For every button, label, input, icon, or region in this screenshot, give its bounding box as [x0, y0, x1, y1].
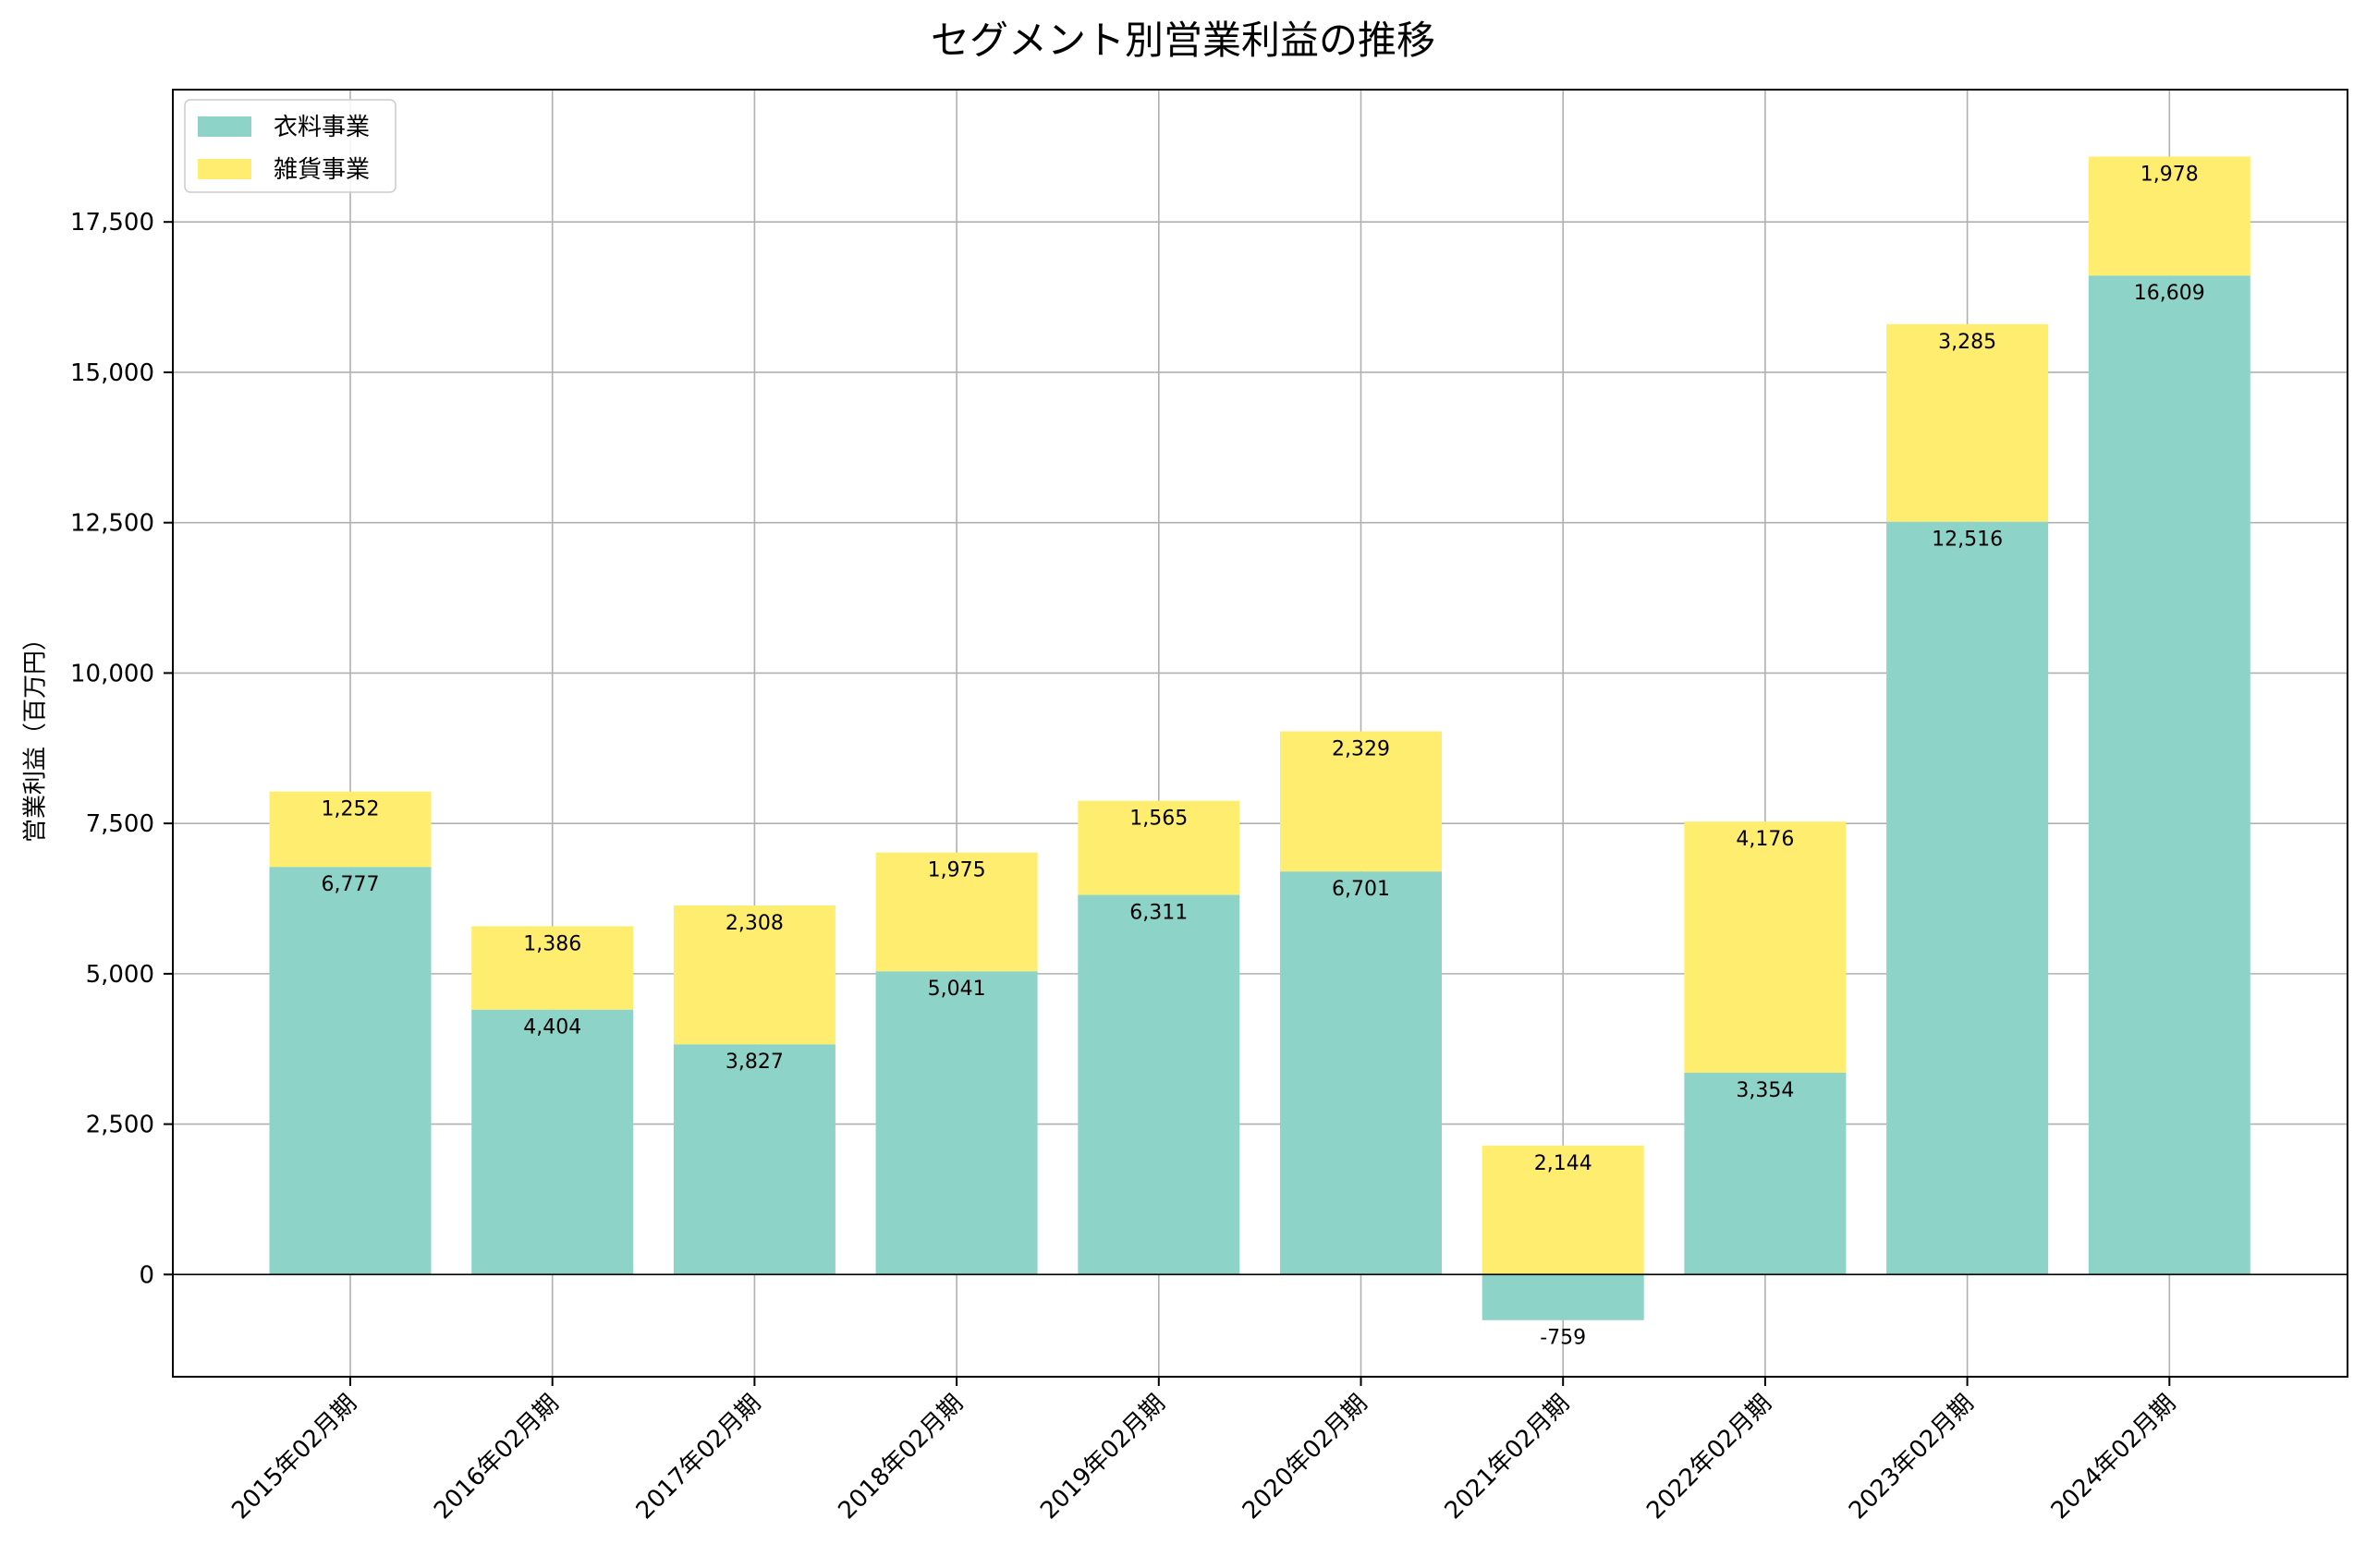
- bar-value-label: 16,609: [2134, 282, 2205, 305]
- bar-value-label: 5,041: [928, 978, 986, 1001]
- bar-雑貨事業: [2088, 156, 2250, 276]
- bar-雑貨事業: [1886, 323, 2049, 522]
- bar-衣料事業: [269, 867, 432, 1275]
- x-tick-label: 2020年02月期: [1238, 1390, 1373, 1525]
- bar-衣料事業: [2088, 275, 2250, 1275]
- bar-value-label: 4,404: [523, 1016, 581, 1039]
- y-tick-label: 7,500: [86, 810, 154, 838]
- bar-value-label: 1,386: [523, 932, 581, 955]
- legend-label: 雑貨事業: [274, 156, 370, 184]
- y-tick-label: 12,500: [70, 510, 154, 538]
- bar-value-label: 2,308: [726, 912, 784, 935]
- y-tick-label: 17,500: [70, 209, 154, 237]
- chart-title: セグメント別営業利益の推移: [930, 18, 1435, 63]
- x-tick-label: 2017年02月期: [631, 1390, 767, 1525]
- y-tick-label: 0: [139, 1261, 154, 1289]
- bar-雑貨事業: [1280, 731, 1442, 872]
- legend-swatch-衣料事業: [198, 116, 251, 137]
- x-tick-label: 2016年02月期: [429, 1390, 565, 1525]
- bar-雑貨事業: [471, 926, 634, 1010]
- y-tick-label: 2,500: [86, 1112, 154, 1139]
- bar-衣料事業: [1078, 894, 1240, 1275]
- bar-雑貨事業: [1684, 821, 1847, 1074]
- bar-衣料事業: [673, 1044, 835, 1275]
- bar-value-label: 2,144: [1534, 1152, 1592, 1175]
- bar-value-label: -759: [1540, 1327, 1586, 1350]
- bar-雑貨事業: [1078, 800, 1240, 895]
- x-tick-label: 2023年02月期: [1844, 1390, 1980, 1525]
- bar-labels: 6,777 1,252 4,404 1,386 3,827 2,308 5,041 1,975…: [322, 163, 2205, 1349]
- plot-frame: [172, 89, 2348, 1378]
- bars: [269, 156, 2250, 1320]
- bar-value-label: 6,701: [1332, 878, 1390, 901]
- legend-label: 衣料事業: [274, 114, 370, 141]
- bar-value-label: 4,176: [1736, 828, 1794, 851]
- bar-value-label: 1,978: [2140, 163, 2199, 186]
- bar-value-label: 6,777: [322, 873, 380, 896]
- legend-swatch-雑貨事業: [198, 159, 251, 179]
- x-tick-label: 2019年02月期: [1035, 1390, 1171, 1525]
- bar-value-label: 1,975: [928, 859, 986, 882]
- bar-value-label: 12,516: [1932, 529, 2003, 552]
- y-tick-label: 5,000: [86, 961, 154, 989]
- bar-value-label: 1,252: [322, 798, 380, 821]
- x-tick-label: 2024年02月期: [2046, 1390, 2182, 1525]
- bar-value-label: 3,354: [1736, 1079, 1794, 1102]
- bar-value-label: 2,329: [1332, 738, 1390, 761]
- bar-雑貨事業: [1482, 1145, 1644, 1275]
- bar-衣料事業: [1886, 521, 2049, 1275]
- bar-value-label: 3,285: [1938, 331, 1996, 354]
- x-tick-label: 2022年02月期: [1641, 1390, 1777, 1525]
- bar-value-label: 3,827: [726, 1051, 784, 1074]
- bar-衣料事業: [1280, 871, 1442, 1275]
- y-tick-label: 15,000: [70, 359, 154, 387]
- bar-value-label: 6,311: [1129, 902, 1188, 925]
- bar-雑貨事業: [269, 791, 432, 868]
- x-tick-label: 2021年02月期: [1440, 1390, 1576, 1525]
- x-tick-label: 2018年02月期: [833, 1390, 969, 1525]
- bar-雑貨事業: [673, 905, 835, 1045]
- bar-value-label: 1,565: [1129, 808, 1188, 831]
- bar-雑貨事業: [875, 852, 1038, 972]
- bar-衣料事業: [875, 971, 1038, 1275]
- bar-衣料事業: [1482, 1274, 1644, 1320]
- bar-衣料事業: [471, 1009, 634, 1275]
- x-tick-label: 2015年02月期: [226, 1390, 362, 1525]
- y-tick-label: 10,000: [70, 660, 154, 687]
- bar-衣料事業: [1684, 1073, 1847, 1275]
